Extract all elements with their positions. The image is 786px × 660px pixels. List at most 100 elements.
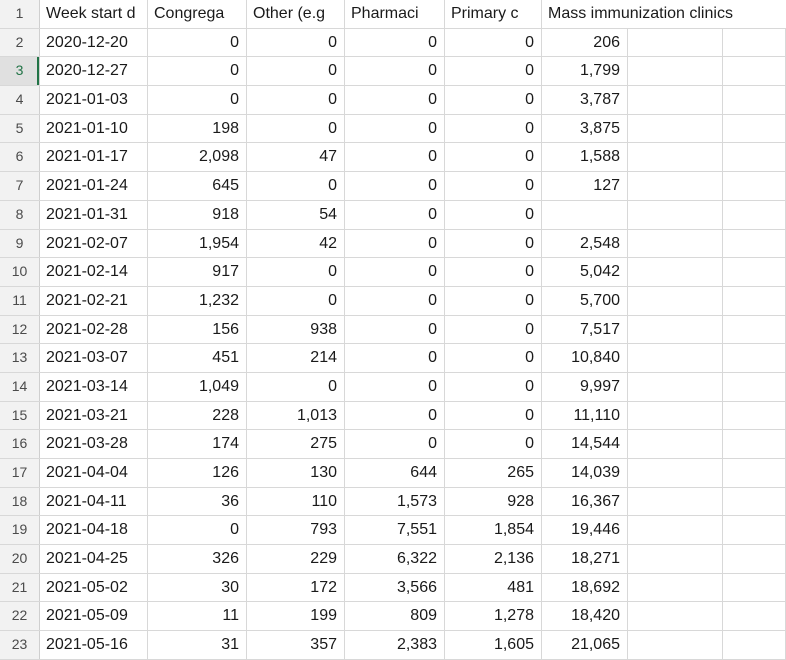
- row-header[interactable]: 2: [0, 28, 40, 57]
- value-cell[interactable]: 19,446: [542, 516, 628, 545]
- value-cell[interactable]: 0: [345, 372, 445, 401]
- empty-cell[interactable]: [628, 545, 723, 573]
- value-cell[interactable]: 2,548: [542, 229, 628, 258]
- empty-cell[interactable]: [628, 401, 723, 430]
- value-cell[interactable]: 18,692: [542, 573, 628, 602]
- date-cell[interactable]: 2021-02-28: [40, 315, 148, 344]
- value-cell[interactable]: 1,278: [445, 602, 542, 631]
- value-cell[interactable]: 1,049: [148, 372, 247, 401]
- empty-cell[interactable]: [723, 200, 786, 229]
- value-cell[interactable]: 0: [345, 28, 445, 57]
- empty-cell[interactable]: [723, 372, 786, 401]
- value-cell[interactable]: 938: [247, 315, 345, 344]
- value-cell[interactable]: 275: [247, 430, 345, 458]
- row-header[interactable]: 4: [0, 86, 40, 114]
- value-cell[interactable]: 0: [345, 430, 445, 458]
- value-cell[interactable]: 6,322: [345, 545, 445, 573]
- value-cell[interactable]: 127: [542, 172, 628, 200]
- row-header[interactable]: 10: [0, 258, 40, 286]
- value-cell[interactable]: 7,517: [542, 315, 628, 344]
- row-header[interactable]: 9: [0, 229, 40, 258]
- empty-cell[interactable]: [628, 430, 723, 458]
- empty-cell[interactable]: [723, 516, 786, 545]
- value-cell[interactable]: 3,566: [345, 573, 445, 602]
- value-cell[interactable]: 14,039: [542, 459, 628, 487]
- empty-cell[interactable]: [723, 344, 786, 372]
- value-cell[interactable]: 451: [148, 344, 247, 372]
- value-cell[interactable]: 11: [148, 602, 247, 631]
- empty-cell[interactable]: [723, 459, 786, 487]
- value-cell[interactable]: 0: [445, 114, 542, 143]
- value-cell[interactable]: 0: [445, 172, 542, 200]
- value-cell[interactable]: 110: [247, 487, 345, 516]
- value-cell[interactable]: 54: [247, 200, 345, 229]
- empty-cell[interactable]: [628, 114, 723, 143]
- value-cell[interactable]: 0: [345, 86, 445, 114]
- row-header[interactable]: 23: [0, 631, 40, 659]
- value-cell[interactable]: 228: [148, 401, 247, 430]
- value-cell[interactable]: 0: [345, 344, 445, 372]
- value-cell[interactable]: 0: [445, 86, 542, 114]
- empty-cell[interactable]: [723, 172, 786, 200]
- value-cell[interactable]: 31: [148, 631, 247, 659]
- value-cell[interactable]: 265: [445, 459, 542, 487]
- value-cell[interactable]: 130: [247, 459, 345, 487]
- row-header[interactable]: 1: [0, 0, 40, 28]
- value-cell[interactable]: 793: [247, 516, 345, 545]
- value-cell[interactable]: 0: [445, 57, 542, 86]
- value-cell[interactable]: 16,367: [542, 487, 628, 516]
- date-cell[interactable]: 2021-02-07: [40, 229, 148, 258]
- value-cell[interactable]: 14,544: [542, 430, 628, 458]
- value-cell[interactable]: 1,232: [148, 286, 247, 315]
- value-cell[interactable]: 0: [148, 28, 247, 57]
- value-cell[interactable]: 1,588: [542, 143, 628, 172]
- row-header-selected[interactable]: 3: [0, 57, 40, 86]
- date-cell[interactable]: 2021-04-18: [40, 516, 148, 545]
- value-cell[interactable]: 481: [445, 573, 542, 602]
- row-header[interactable]: 21: [0, 573, 40, 602]
- date-cell[interactable]: 2021-03-28: [40, 430, 148, 458]
- value-cell[interactable]: 0: [345, 401, 445, 430]
- date-cell[interactable]: 2021-02-21: [40, 286, 148, 315]
- date-cell[interactable]: 2021-01-24: [40, 172, 148, 200]
- empty-cell[interactable]: [628, 315, 723, 344]
- value-cell[interactable]: 0: [247, 86, 345, 114]
- value-cell[interactable]: 0: [445, 143, 542, 172]
- value-cell[interactable]: [542, 200, 628, 229]
- date-cell[interactable]: 2021-01-17: [40, 143, 148, 172]
- value-cell[interactable]: 928: [445, 487, 542, 516]
- empty-cell[interactable]: [628, 487, 723, 516]
- col-header-pharmacies[interactable]: Pharmaci: [345, 0, 445, 28]
- col-header-congregate[interactable]: Congrega: [148, 0, 247, 28]
- value-cell[interactable]: 42: [247, 229, 345, 258]
- row-header[interactable]: 17: [0, 459, 40, 487]
- value-cell[interactable]: 326: [148, 545, 247, 573]
- value-cell[interactable]: 0: [247, 258, 345, 286]
- col-header-primary-care[interactable]: Primary c: [445, 0, 542, 28]
- value-cell[interactable]: 0: [445, 344, 542, 372]
- empty-cell[interactable]: [628, 229, 723, 258]
- value-cell[interactable]: 10,840: [542, 344, 628, 372]
- value-cell[interactable]: 2,383: [345, 631, 445, 659]
- empty-cell[interactable]: [628, 28, 723, 57]
- empty-cell[interactable]: [628, 602, 723, 631]
- value-cell[interactable]: 0: [445, 315, 542, 344]
- value-cell[interactable]: 645: [148, 172, 247, 200]
- date-cell[interactable]: 2021-03-14: [40, 372, 148, 401]
- value-cell[interactable]: 917: [148, 258, 247, 286]
- empty-cell[interactable]: [723, 545, 786, 573]
- value-cell[interactable]: 918: [148, 200, 247, 229]
- empty-cell[interactable]: [628, 57, 723, 86]
- date-cell[interactable]: 2021-05-16: [40, 631, 148, 659]
- value-cell[interactable]: 18,271: [542, 545, 628, 573]
- value-cell[interactable]: 0: [445, 229, 542, 258]
- value-cell[interactable]: 174: [148, 430, 247, 458]
- empty-cell[interactable]: [628, 258, 723, 286]
- date-cell[interactable]: 2021-01-10: [40, 114, 148, 143]
- value-cell[interactable]: 0: [445, 286, 542, 315]
- row-header[interactable]: 19: [0, 516, 40, 545]
- value-cell[interactable]: 0: [345, 172, 445, 200]
- value-cell[interactable]: 0: [148, 516, 247, 545]
- value-cell[interactable]: 0: [247, 172, 345, 200]
- value-cell[interactable]: 0: [445, 28, 542, 57]
